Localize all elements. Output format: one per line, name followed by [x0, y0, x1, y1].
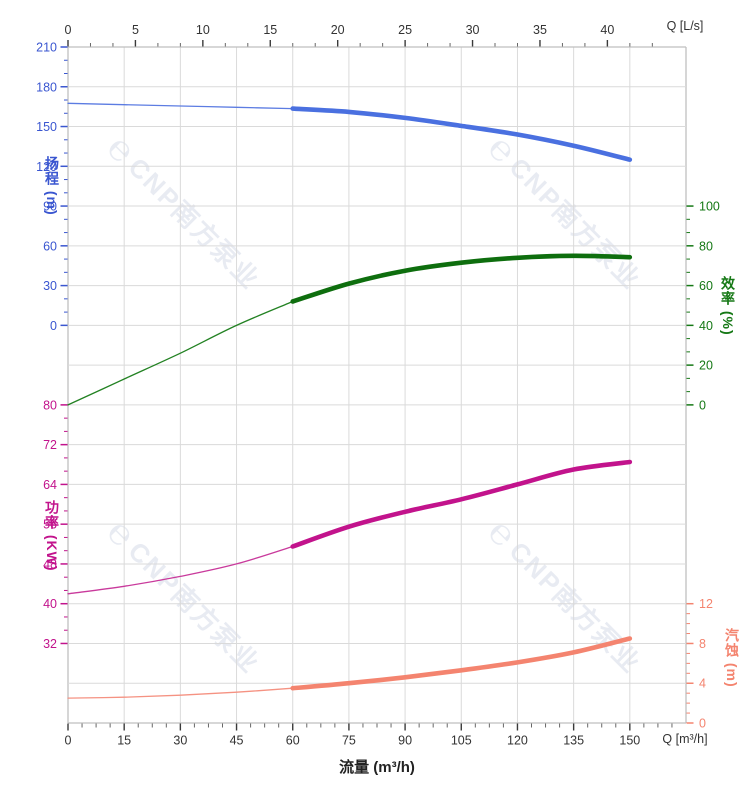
- head-tick-label: 180: [36, 80, 57, 94]
- power-axis: 80 72 64 56 48 40 32: [43, 398, 68, 651]
- curve-npsh-bold: [290, 636, 633, 691]
- bottom-tick-label: 120: [507, 734, 528, 748]
- grid: [67, 46, 687, 724]
- head-tick-label: 150: [36, 120, 57, 134]
- eff-tick-label: 20: [699, 359, 713, 373]
- power-tick-label: 72: [43, 438, 57, 452]
- eff-tick-label: 80: [699, 239, 713, 253]
- head-axis: 210 180 150 120 90 60 30 0: [36, 41, 68, 333]
- power-tick-label: 32: [43, 637, 57, 651]
- bottom-tick-label: 0: [65, 734, 72, 748]
- bottom-tick-label: 105: [451, 734, 472, 748]
- head-tick-label: 90: [43, 200, 57, 214]
- head-tick-label: 60: [43, 239, 57, 253]
- top-tick-label: 10: [196, 23, 210, 37]
- top-tick-label: 30: [466, 23, 480, 37]
- npsh-axis: 12 8 4 0: [686, 597, 713, 731]
- bottom-tick-label: 60: [286, 734, 300, 748]
- top-axis: 0 5 10 15 20 25 30 35 40: [65, 23, 653, 47]
- top-tick-label: 25: [398, 23, 412, 37]
- efficiency-axis-title: 效率 (%): [720, 276, 736, 336]
- npsh-axis-title: 汽蚀 (m): [724, 628, 740, 688]
- bottom-tick-label: 30: [173, 734, 187, 748]
- npsh-tick-label: 0: [699, 717, 706, 731]
- top-tick-label: 15: [263, 23, 277, 37]
- eff-axis: 100 80 60 40 20 0: [686, 200, 720, 412]
- npsh-tick-label: 12: [699, 597, 713, 611]
- top-tick-label: 5: [132, 23, 139, 37]
- head-tick-label: 0: [50, 319, 57, 333]
- curve-eff-thin: [67, 300, 294, 406]
- power-tick-label: 64: [43, 478, 57, 492]
- bottom-tick-label: 45: [230, 734, 244, 748]
- curve-head-bold: [290, 106, 633, 162]
- bottom-tick-label: 90: [398, 734, 412, 748]
- bottom-tick-label: 15: [117, 734, 131, 748]
- top-tick-label: 40: [600, 23, 614, 37]
- head-tick-label: 120: [36, 160, 57, 174]
- npsh-tick-label: 8: [699, 637, 706, 651]
- curve-power-bold: [290, 459, 633, 549]
- curve-npsh-thin: [67, 687, 294, 699]
- power-tick-label: 80: [43, 398, 57, 412]
- top-tick-label: 0: [65, 23, 72, 37]
- bottom-tick-label: 75: [342, 734, 356, 748]
- bottom-tick-label: 150: [619, 734, 640, 748]
- head-tick-label: 210: [36, 41, 57, 55]
- flow-axis-title: 流量 (m³/h): [339, 759, 415, 776]
- eff-tick-label: 0: [699, 398, 706, 412]
- top-tick-label: 20: [331, 23, 345, 37]
- curves: [67, 102, 633, 699]
- npsh-tick-label: 4: [699, 677, 706, 691]
- bottom-axis-unit: Q [m³/h]: [662, 732, 708, 746]
- bottom-tick-label: 135: [563, 734, 584, 748]
- power-tick-label: 56: [43, 518, 57, 532]
- top-axis-unit: Q [L/s]: [666, 19, 704, 33]
- eff-tick-label: 40: [699, 319, 713, 333]
- curve-eff-bold: [290, 253, 633, 304]
- power-tick-label: 48: [43, 557, 57, 571]
- curve-power-thin: [67, 545, 294, 595]
- eff-tick-label: 60: [699, 279, 713, 293]
- top-tick-label: 35: [533, 23, 547, 37]
- head-tick-label: 30: [43, 279, 57, 293]
- power-axis-title: 功率 (KW): [44, 500, 60, 572]
- curve-head-thin: [67, 102, 294, 110]
- power-tick-label: 40: [43, 597, 57, 611]
- head-axis-title: 扬程 (m): [44, 156, 60, 216]
- eff-tick-label: 100: [699, 200, 720, 214]
- bottom-axis: 0 15 30 45 60 75 90 105 120 135 150: [65, 723, 673, 748]
